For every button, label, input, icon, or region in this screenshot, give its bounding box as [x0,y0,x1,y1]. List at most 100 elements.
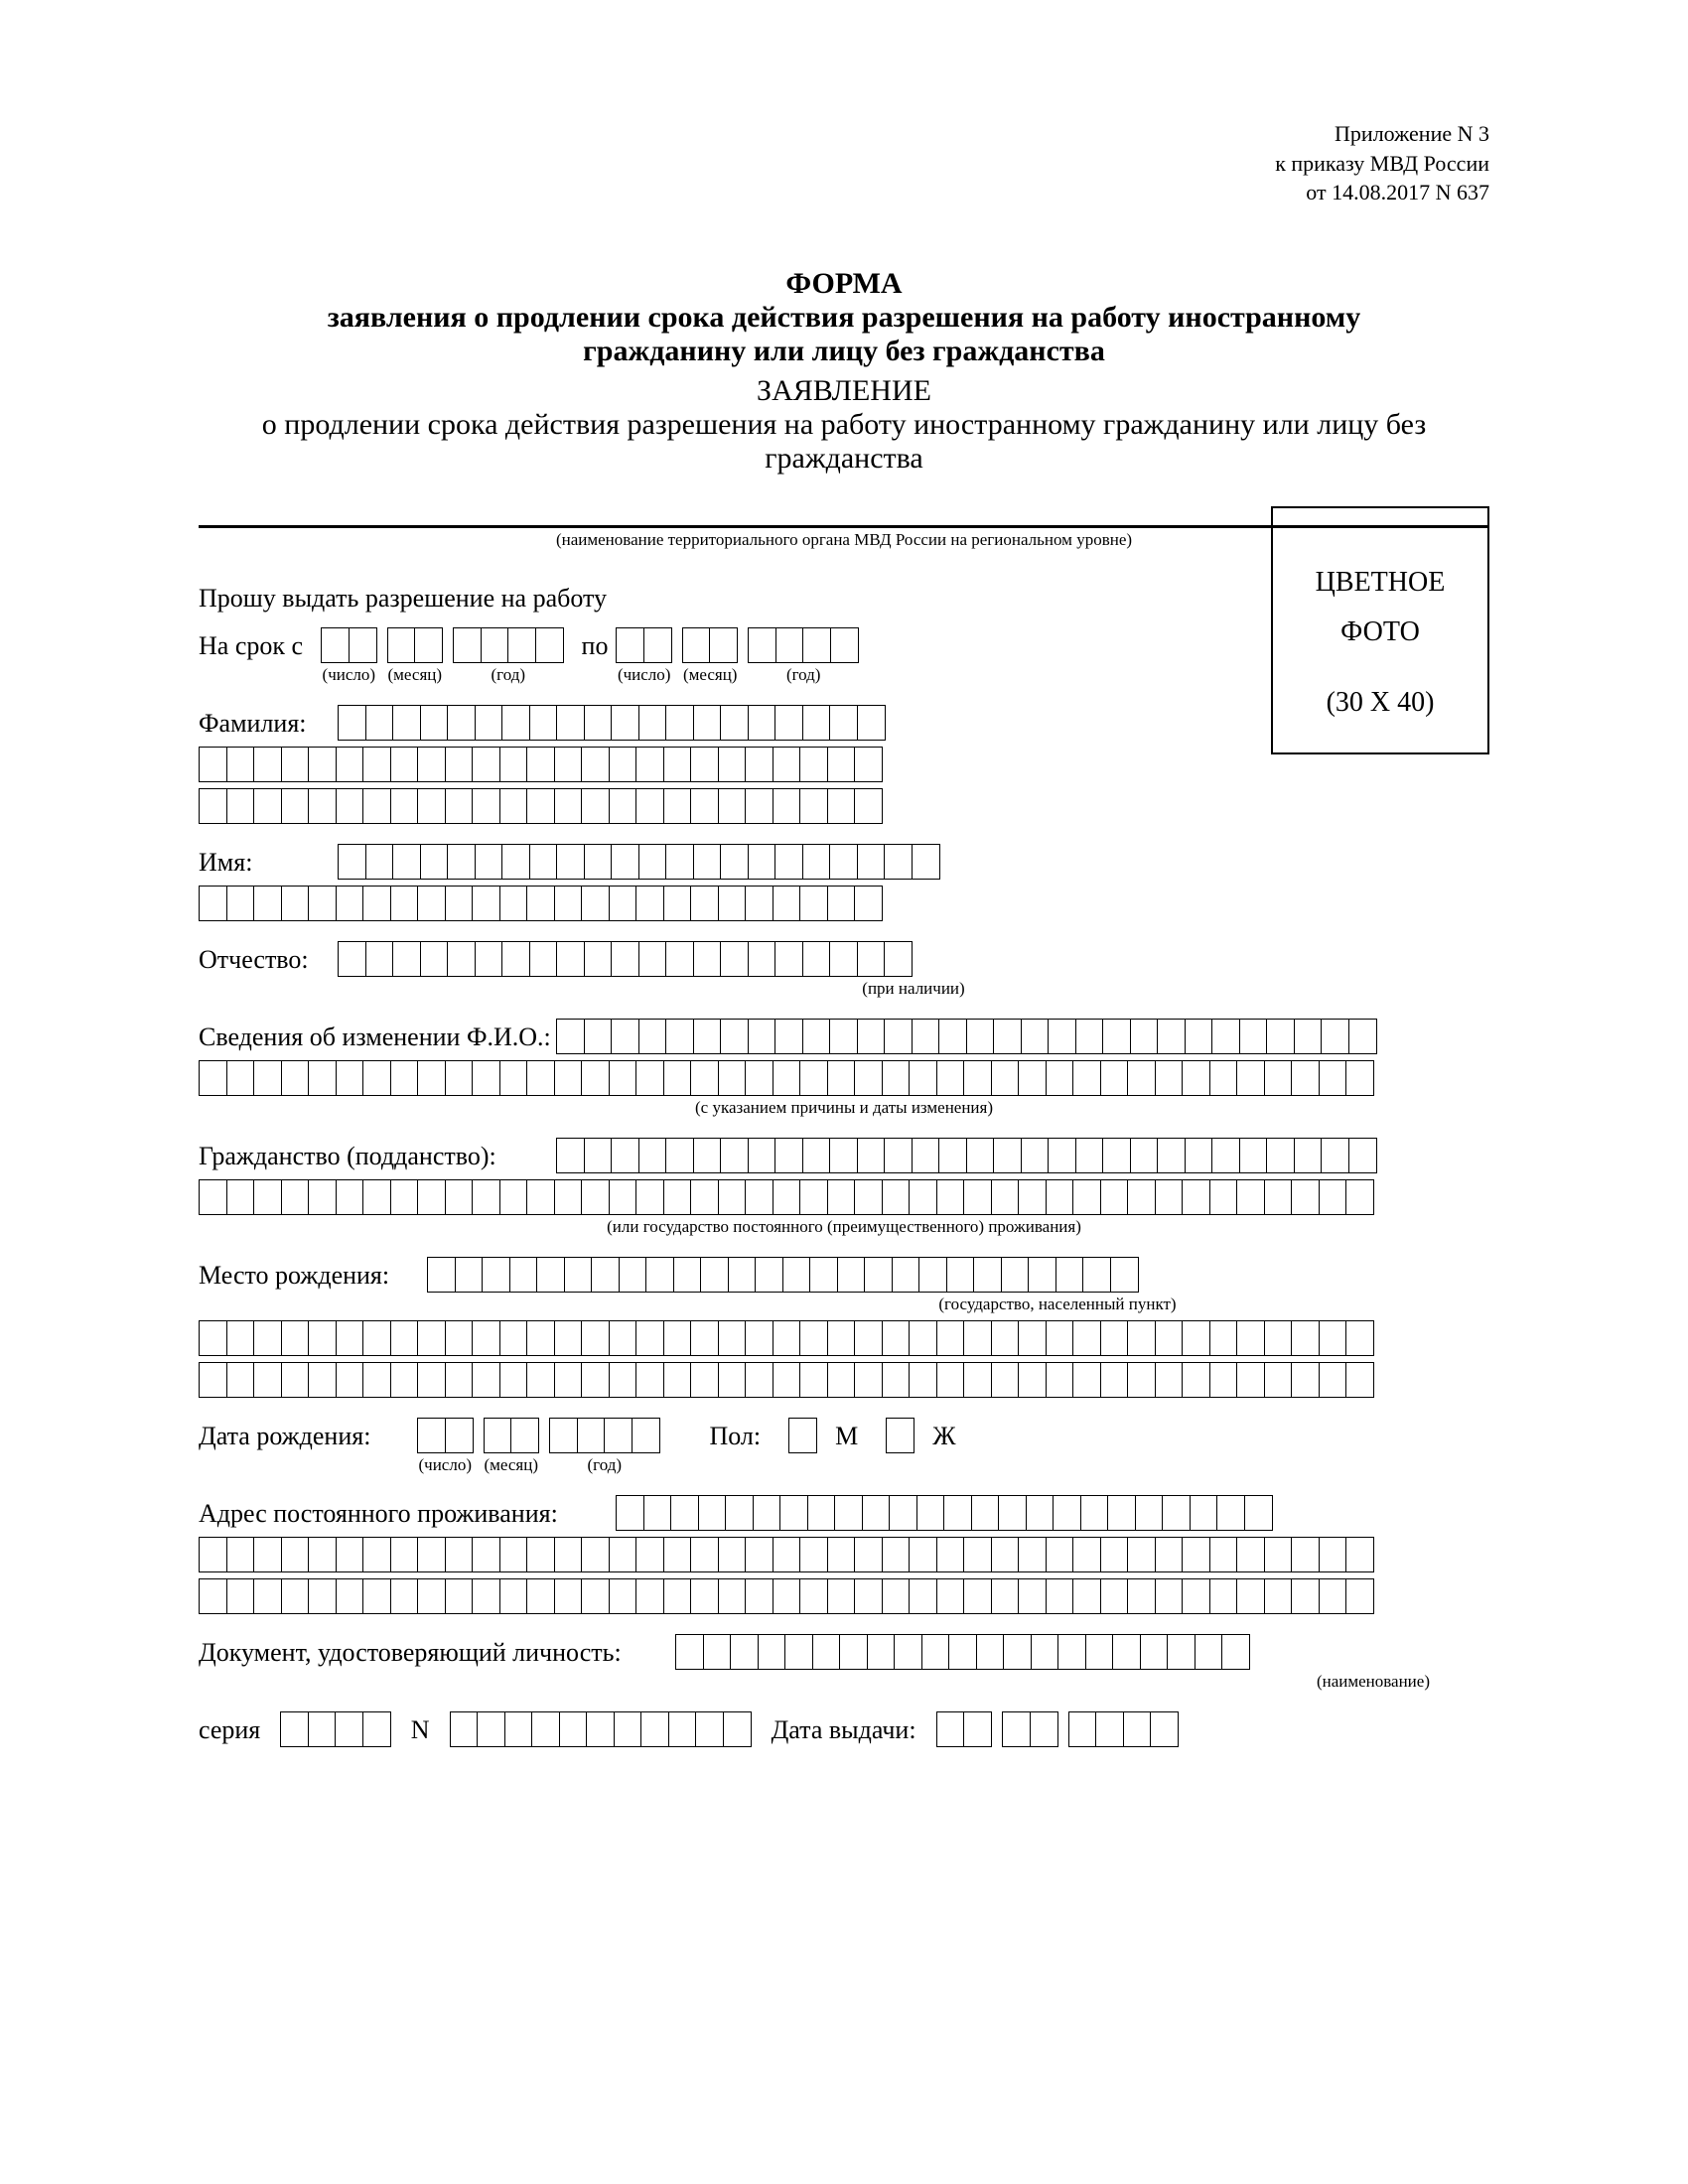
address-cells-1[interactable] [616,1495,1273,1531]
birth-year-cells[interactable] [549,1418,660,1453]
birthplace-row: Место рождения: (государство, населенный… [199,1257,1489,1314]
iddoc-label: Документ, удостоверяющий личность: [199,1634,675,1668]
name-row2 [199,886,1489,921]
title-sub1: о продлении срока действия разрешения на… [199,408,1489,442]
birth-year-group: (год) [549,1418,660,1475]
photo-line2: ФОТО [1273,608,1487,657]
name-label: Имя: [199,844,338,878]
fio-change-row2: (с указанием причины и даты изменения) [199,1060,1489,1118]
issue-day-group [936,1711,993,1747]
birth-day-caption: (число) [419,1455,473,1475]
issue-month-group [1002,1711,1058,1747]
issue-day-cells[interactable] [936,1711,993,1747]
photo-line1: ЦВЕТНОЕ [1273,558,1487,608]
series-cells[interactable] [280,1711,391,1747]
sex-label: Пол: [710,1418,762,1451]
citizenship-label: Гражданство (подданство): [199,1138,556,1171]
citizenship-note: (или государство постоянного (преимущест… [199,1217,1489,1237]
address-label: Адрес постоянного проживания: [199,1495,616,1529]
to-day-cells[interactable] [616,627,672,663]
to-month-cells[interactable] [682,627,739,663]
from-day-cells[interactable] [321,627,377,663]
page-container: Приложение N 3 к приказу МВД России от 1… [0,0,1688,2184]
ref-line1: Приложение N 3 [199,119,1489,149]
birthplace-cells-3[interactable] [199,1362,1374,1398]
name-cells-1[interactable] [338,844,940,880]
number-label: N [411,1711,430,1745]
patronymic-row: Отчество: (при наличии) [199,941,1489,999]
period-to-label: по [582,627,609,661]
address-row3 [199,1578,1489,1614]
address-cells-2[interactable] [199,1537,1374,1572]
patronymic-cells[interactable] [338,941,1489,977]
surname-label: Фамилия: [199,705,338,739]
birth-day-cells[interactable] [417,1418,474,1453]
from-day-group: (число) [321,627,377,685]
period-from-label: На срок с [199,627,303,661]
name-cells-2[interactable] [199,886,883,921]
to-year-cells[interactable] [748,627,859,663]
birthplace-cells-1[interactable] [427,1257,1489,1293]
fio-change-row: Сведения об изменении Ф.И.О.: [199,1019,1489,1054]
sex-f-cell[interactable] [886,1418,914,1453]
from-day-caption: (число) [323,665,376,685]
iddoc-row: Документ, удостоверяющий личность: (наим… [199,1634,1489,1692]
surname-cells-3[interactable] [199,788,883,824]
number-cells[interactable] [450,1711,752,1747]
birth-year-caption: (год) [587,1455,622,1475]
birthplace-row2 [199,1320,1489,1356]
address-cells-3[interactable] [199,1578,1374,1614]
citizenship-cells-1[interactable] [556,1138,1377,1173]
to-month-group: (месяц) [682,627,739,685]
photo-line3: (30 X 40) [1273,678,1487,728]
surname-cells-2[interactable] [199,747,883,782]
from-year-cells[interactable] [453,627,564,663]
title-line2: гражданину или лицу без гражданства [199,335,1489,368]
series-label: серия [199,1711,260,1745]
issue-year-cells[interactable] [1068,1711,1180,1747]
surname-row3 [199,788,1489,824]
patronymic-note: (при наличии) [338,979,1489,999]
sex-f-group [886,1418,914,1453]
birthplace-cells-2[interactable] [199,1320,1374,1356]
issue-date-label: Дата выдачи: [772,1711,916,1745]
sex-m-cell[interactable] [788,1418,817,1453]
title-block: ФОРМА заявления о продлении срока действ… [199,267,1489,476]
title-form: ФОРМА [199,267,1489,301]
series-row: серия N Дата выдачи: [199,1711,1489,1747]
from-month-caption: (месяц) [388,665,443,685]
from-month-group: (месяц) [387,627,444,685]
patronymic-label: Отчество: [199,941,338,975]
fio-change-label: Сведения об изменении Ф.И.О.: [199,1019,556,1052]
birthplace-row3 [199,1362,1489,1398]
fio-change-cells-1[interactable] [556,1019,1377,1054]
iddoc-cells[interactable] [675,1634,1489,1670]
from-year-caption: (год) [492,665,526,685]
photo-placeholder: ЦВЕТНОЕ ФОТО (30 X 40) [1271,506,1489,754]
citizenship-cells-2[interactable] [199,1179,1489,1215]
address-row2 [199,1537,1489,1572]
birthplace-note: (государство, населенный пункт) [427,1295,1489,1314]
ref-line2: к приказу МВД России [199,149,1489,179]
to-year-caption: (год) [786,665,821,685]
sex-m-label: М [835,1418,858,1451]
to-day-caption: (число) [618,665,671,685]
birthdate-row: Дата рождения: (число) (месяц) (год) Пол… [199,1418,1489,1475]
fio-change-note: (с указанием причины и даты изменения) [199,1098,1489,1118]
from-month-cells[interactable] [387,627,444,663]
fio-change-cells-2[interactable] [199,1060,1489,1096]
birth-month-group: (месяц) [484,1418,540,1475]
title-line1: заявления о продлении срока действия раз… [199,301,1489,335]
header-reference: Приложение N 3 к приказу МВД России от 1… [199,119,1489,207]
birth-month-cells[interactable] [484,1418,540,1453]
address-row: Адрес постоянного проживания: [199,1495,1489,1531]
to-day-group: (число) [616,627,672,685]
from-year-group: (год) [453,627,564,685]
birthdate-label: Дата рождения: [199,1418,417,1451]
citizenship-row: Гражданство (подданство): [199,1138,1489,1173]
birth-month-caption: (месяц) [484,1455,538,1475]
issue-month-cells[interactable] [1002,1711,1058,1747]
birth-day-group: (число) [417,1418,474,1475]
ref-line3: от 14.08.2017 N 637 [199,178,1489,207]
surname-cells-1[interactable] [338,705,886,741]
